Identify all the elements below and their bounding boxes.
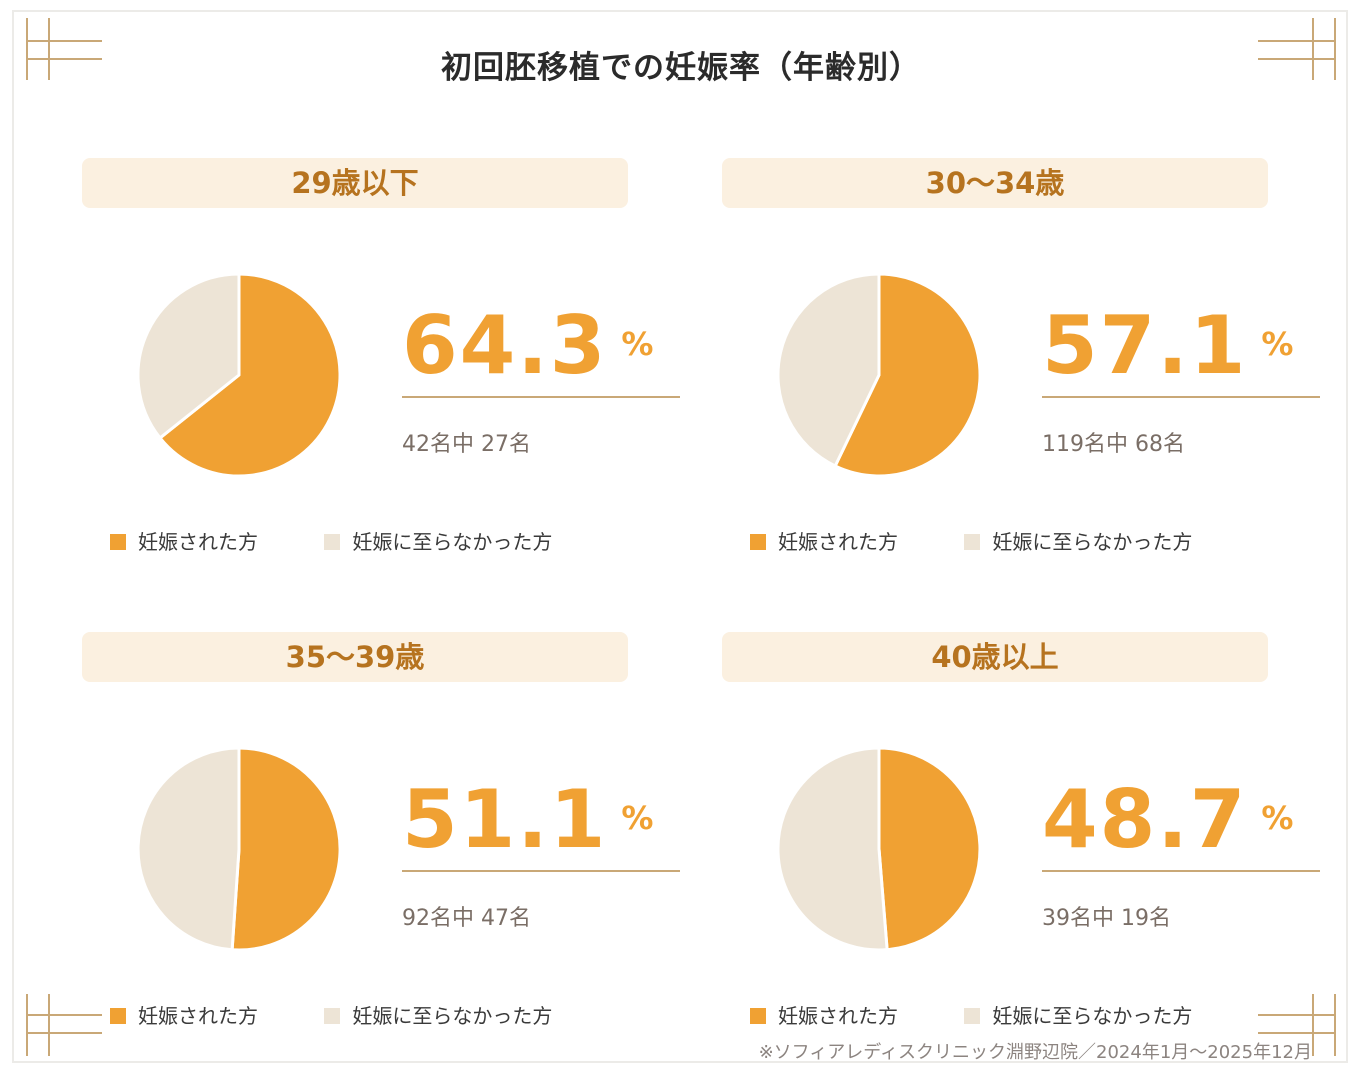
count-text: 39名中 19名 — [1042, 906, 1171, 931]
legend-label: 妊娠された方 — [138, 530, 258, 554]
legend-label: 妊娠に至らなかった方 — [352, 530, 553, 554]
legend-item-pregnant: 妊娠された方 — [110, 1000, 258, 1029]
legend-item-pregnant: 妊娠された方 — [750, 1000, 898, 1029]
panel-title: 30〜34歳 — [722, 158, 1268, 208]
pie-chart — [136, 746, 342, 952]
legend-item-not-pregnant: 妊娠に至らなかった方 — [964, 1000, 1192, 1029]
legend-item-not-pregnant: 妊娠に至らなかった方 — [964, 526, 1192, 555]
legend-swatch — [964, 1008, 981, 1024]
pie-slice-not-pregnant — [136, 746, 241, 952]
legend: 妊娠された方 妊娠に至らなかった方 — [750, 1000, 1252, 1029]
legend-item-not-pregnant: 妊娠に至らなかった方 — [324, 1000, 552, 1029]
legend: 妊娠された方 妊娠に至らなかった方 — [110, 526, 612, 555]
legend-swatch — [110, 1008, 126, 1024]
legend-swatch — [324, 1008, 341, 1024]
legend-label: 妊娠に至らなかった方 — [352, 1004, 553, 1028]
corner-ornament-bottom-left — [26, 994, 106, 1056]
percent-unit: % — [621, 799, 654, 837]
percent-display: 57.1% — [1042, 306, 1293, 386]
pie-slice-pregnant — [833, 272, 982, 478]
pie-slice-pregnant — [158, 272, 342, 478]
percent-value: 48.7 — [1042, 773, 1248, 866]
count-text: 119名中 68名 — [1042, 432, 1185, 457]
legend-swatch — [110, 534, 126, 550]
corner-ornament-top-left — [26, 18, 106, 80]
legend-swatch — [324, 534, 341, 550]
percent-value: 51.1 — [402, 773, 608, 866]
panel-title: 40歳以上 — [722, 632, 1268, 682]
corner-ornament-top-right — [1258, 18, 1338, 80]
corner-ornament-bottom-right — [1258, 994, 1338, 1056]
pie-chart — [136, 272, 342, 478]
legend-swatch — [750, 1008, 766, 1024]
percent-unit: % — [621, 325, 654, 363]
count-text: 42名中 27名 — [402, 432, 531, 457]
count-text: 92名中 47名 — [402, 906, 531, 931]
pie-slice-not-pregnant — [776, 272, 881, 468]
legend-label: 妊娠に至らなかった方 — [992, 530, 1193, 554]
divider — [1042, 396, 1320, 398]
legend-label: 妊娠された方 — [778, 1004, 898, 1028]
divider — [402, 870, 680, 872]
legend-item-not-pregnant: 妊娠に至らなかった方 — [324, 526, 552, 555]
legend: 妊娠された方 妊娠に至らなかった方 — [110, 1000, 612, 1029]
percent-value: 64.3 — [402, 299, 608, 392]
age-panel: 29歳以下 64.3% 42名中 27名 妊娠された方 妊娠に至らなかった方 — [82, 158, 682, 578]
percent-value: 57.1 — [1042, 299, 1248, 392]
legend-item-pregnant: 妊娠された方 — [110, 526, 258, 555]
panel-title: 35〜39歳 — [82, 632, 628, 682]
footnote: ※ソフィアレディスクリニック淵野辺院／2024年1月〜2025年12月 — [758, 1042, 1312, 1063]
percent-display: 51.1% — [402, 780, 653, 860]
pie-slice-not-pregnant — [136, 272, 241, 440]
age-panel: 35〜39歳 51.1% 92名中 47名 妊娠された方 妊娠に至らなかった方 — [82, 632, 682, 1052]
legend-label: 妊娠された方 — [778, 530, 898, 554]
pie-chart — [776, 746, 982, 952]
legend-label: 妊娠に至らなかった方 — [992, 1004, 1193, 1028]
chart-title: 初回胚移植での妊娠率（年齢別） — [441, 50, 921, 86]
divider — [402, 396, 680, 398]
pie-slice-pregnant — [230, 746, 342, 952]
legend-item-pregnant: 妊娠された方 — [750, 526, 898, 555]
panel-title: 29歳以下 — [82, 158, 628, 208]
percent-display: 64.3% — [402, 306, 653, 386]
age-panel: 30〜34歳 57.1% 119名中 68名 妊娠された方 妊娠に至らなかった方 — [722, 158, 1322, 578]
pie-slice-not-pregnant — [776, 746, 889, 952]
percent-unit: % — [1261, 325, 1294, 363]
divider — [1042, 870, 1320, 872]
age-panel: 40歳以上 48.7% 39名中 19名 妊娠された方 妊娠に至らなかった方 — [722, 632, 1322, 1052]
legend-label: 妊娠された方 — [138, 1004, 258, 1028]
legend-swatch — [750, 534, 766, 550]
legend-swatch — [964, 534, 981, 550]
pie-slice-pregnant — [877, 746, 982, 952]
pie-chart — [776, 272, 982, 478]
percent-unit: % — [1261, 799, 1294, 837]
percent-display: 48.7% — [1042, 780, 1293, 860]
legend: 妊娠された方 妊娠に至らなかった方 — [750, 526, 1252, 555]
